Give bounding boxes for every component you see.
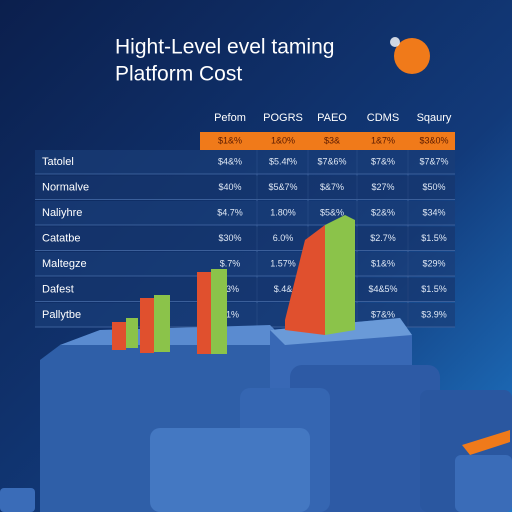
- logo: [394, 38, 430, 74]
- table-cell: $3%: [221, 284, 239, 294]
- row-label: Dafest: [42, 283, 74, 295]
- title-line: Hight-Level evel taming: [115, 36, 334, 59]
- bar-face: [325, 215, 355, 335]
- table-cell: $34%: [422, 207, 445, 217]
- table-cell: $1.5%: [421, 284, 447, 294]
- table-cell: $1%: [221, 309, 239, 319]
- table-cell: $5.4f%: [269, 156, 297, 166]
- table-cell: $40%: [218, 182, 241, 192]
- highlight-cell: $1&%: [218, 135, 242, 145]
- highlight-cell: $3&0%: [419, 135, 448, 145]
- table-cell: $4&5%: [368, 284, 397, 294]
- row-label: Naliyhre: [42, 207, 82, 219]
- table-cell: $1.5%: [421, 233, 447, 243]
- column-header: PAEO: [317, 112, 347, 124]
- accent: [462, 430, 510, 455]
- table-cell: $2&%: [371, 207, 395, 217]
- bar-face: [154, 295, 170, 352]
- column-header: CDMS: [367, 112, 399, 124]
- table-row: [35, 150, 455, 174]
- table-cell: $3.9%: [421, 309, 447, 319]
- block: [0, 488, 35, 512]
- table: Pefom POGRS PAEO CDMS Sqaury $1&% 1&0% $3& 1&7% $…: [35, 112, 455, 328]
- table-cell: $1&%: [371, 258, 395, 268]
- table-cell: $7&%: [371, 156, 395, 166]
- table-cell: $29%: [422, 258, 445, 268]
- bar-face: [211, 269, 227, 354]
- row-label: Normalve: [42, 181, 89, 193]
- table-cell: $5&7%: [268, 182, 297, 192]
- row-label: Tatolel: [42, 156, 74, 168]
- block: [455, 455, 512, 512]
- table-cell: $7&%: [371, 309, 395, 319]
- table-cell: $50%: [422, 182, 445, 192]
- table-cell: $4.7%: [217, 207, 243, 217]
- bar-face: [140, 298, 154, 353]
- bar-face: [126, 318, 138, 348]
- table-row: [35, 252, 455, 276]
- table-cell: $27%: [371, 182, 394, 192]
- illustration: [0, 215, 512, 512]
- table-cell: $30%: [218, 233, 241, 243]
- logo-dot: [390, 37, 400, 47]
- bar-face: [112, 322, 126, 350]
- table-cell: 1.80%: [270, 207, 296, 217]
- table-cell: $5&%: [320, 207, 344, 217]
- table-cell: 1.57%: [270, 258, 296, 268]
- title-line: Platform Cost: [115, 63, 242, 86]
- table-row: [35, 277, 455, 302]
- highlight-row: [200, 132, 455, 150]
- table-row: [35, 201, 455, 225]
- row-label: Pallytbe: [42, 309, 81, 321]
- block: [150, 428, 310, 512]
- row-label: Catatbe: [42, 232, 81, 244]
- bar-face: [285, 225, 325, 335]
- table-cell: $7&7%: [419, 156, 448, 166]
- bar-face: [197, 272, 211, 354]
- table-cell: 6.0%: [273, 233, 294, 243]
- table-cell: $2.7%: [370, 233, 396, 243]
- table-cell: $.7%: [220, 258, 241, 268]
- table-cell: $.4&: [274, 284, 293, 294]
- table-cell: $&7%: [320, 182, 344, 192]
- table-row: [35, 226, 455, 251]
- table-cell: $4&%: [218, 156, 242, 166]
- column-header: Pefom: [214, 112, 246, 124]
- row-label: Maltegze: [42, 258, 87, 270]
- column-header: Sqaury: [417, 112, 452, 124]
- column-header: POGRS: [263, 112, 303, 124]
- highlight-cell: $3&: [324, 135, 340, 145]
- table-row: [35, 175, 455, 200]
- highlight-cell: 1&0%: [271, 135, 295, 145]
- table-cell: $7&6%: [317, 156, 346, 166]
- highlight-cell: 1&7%: [371, 135, 395, 145]
